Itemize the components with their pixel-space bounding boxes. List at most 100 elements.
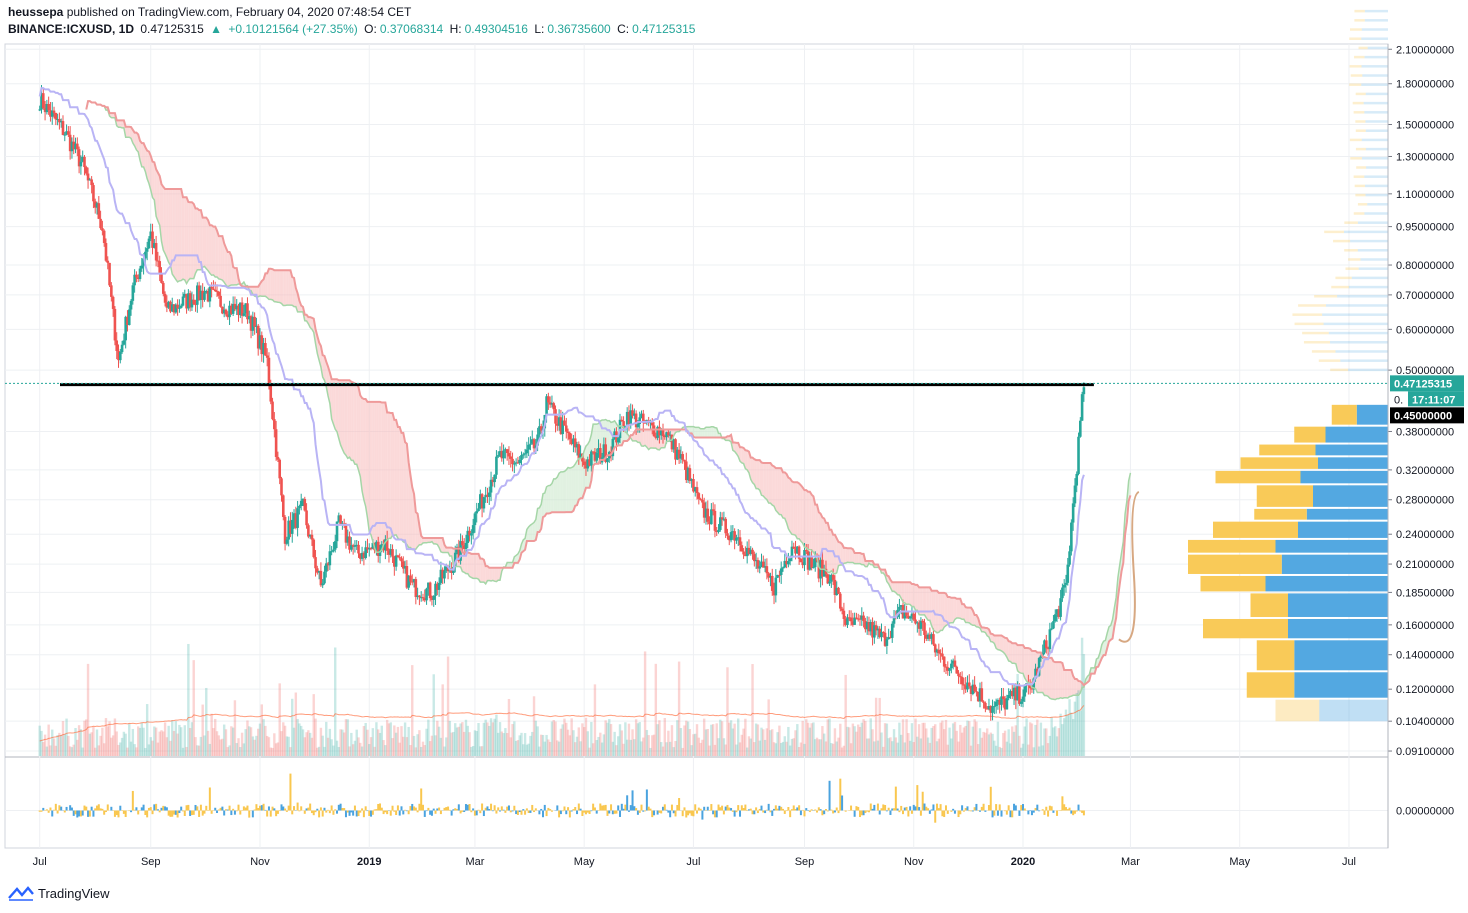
vp-upper-bar	[1361, 83, 1388, 86]
candle-body	[423, 598, 427, 601]
volume-bar	[539, 734, 543, 756]
volume-bar	[778, 725, 781, 756]
oscillator-bar	[699, 808, 702, 811]
oscillator-bar	[325, 810, 328, 813]
candle-body	[443, 570, 446, 579]
cloud-segment	[938, 592, 941, 633]
oscillator-bar	[133, 809, 136, 811]
volume-bar	[536, 726, 539, 756]
oscillator-bar	[40, 810, 43, 812]
cloud-segment	[507, 562, 509, 568]
volume-bar	[826, 719, 829, 756]
oscillator-bar	[445, 807, 448, 811]
candle-body	[350, 545, 353, 550]
oscillator-bar	[413, 806, 416, 811]
close-value: 0.47125315	[632, 22, 696, 36]
volume-bar	[1032, 747, 1035, 756]
candle-body	[921, 620, 924, 623]
volume-bar	[285, 736, 289, 756]
volume-bar	[932, 725, 935, 756]
oscillator-bar	[624, 804, 627, 811]
volume-bar	[939, 722, 942, 756]
oscillator-bar	[572, 809, 575, 811]
cloud-segment	[827, 522, 830, 573]
volume-bar	[731, 728, 735, 756]
cloud-segment	[440, 537, 443, 553]
volume-bar	[584, 717, 588, 756]
volume-bar	[452, 731, 455, 756]
candle-body	[389, 549, 393, 555]
volume-bar	[599, 732, 602, 756]
cloud-segment	[569, 467, 572, 513]
vp-up-bar	[1256, 485, 1313, 507]
oscillator-bar	[298, 810, 301, 812]
oscillator-bar	[545, 810, 548, 817]
oscillator-bar	[733, 810, 736, 817]
oscillator-bar	[407, 810, 410, 815]
volume-bar	[719, 719, 722, 756]
oscillator-bar	[776, 808, 779, 811]
oscillator-bar	[507, 805, 510, 811]
candle-body	[212, 288, 215, 290]
candle-body	[401, 561, 405, 569]
volume-bar	[529, 735, 532, 756]
candle-body	[462, 545, 466, 549]
volume-bar	[498, 722, 502, 756]
volume-bar	[744, 718, 747, 756]
vp-upper-bar	[1355, 147, 1366, 151]
candle-body	[437, 582, 441, 590]
oscillator-bar	[774, 805, 777, 811]
volume-bar	[905, 719, 908, 756]
vp-down-bar	[1294, 672, 1388, 698]
volume-bar	[763, 739, 767, 756]
cloud-segment	[397, 427, 400, 540]
oscillator-bar	[248, 810, 251, 818]
candle-body	[260, 335, 264, 355]
oscillator-bar	[966, 806, 969, 811]
cloud-segment	[1040, 652, 1043, 693]
oscillator-bar	[830, 809, 833, 811]
candle-body	[190, 299, 194, 308]
volume-bar	[298, 723, 301, 756]
volume-bar	[1000, 747, 1003, 756]
oscillator-bar	[893, 808, 896, 811]
vp-upper-bar	[1337, 295, 1388, 298]
candle-body	[144, 251, 147, 259]
candle-body	[97, 203, 101, 219]
candle-body	[204, 291, 208, 293]
oscillator-bar	[927, 808, 930, 811]
up-arrow-icon: ▲	[210, 22, 222, 36]
oscillator-bar	[1070, 810, 1073, 814]
oscillator-bar	[896, 808, 899, 811]
volume-bar	[534, 720, 538, 756]
footer[interactable]: TradingView	[8, 885, 110, 901]
oscillator-bar	[919, 810, 922, 816]
volume-bar	[769, 730, 772, 756]
candle-body	[172, 304, 176, 313]
candle-body	[290, 519, 294, 534]
cloud-segment	[854, 552, 857, 564]
cloud-segment	[1010, 641, 1013, 664]
candle-body	[1080, 394, 1084, 421]
volume-bar	[511, 724, 514, 756]
candle-body	[276, 456, 280, 460]
oscillator-bar	[581, 810, 584, 816]
volume-bar	[950, 738, 953, 756]
candle-body	[670, 434, 674, 450]
candle-body	[416, 595, 419, 598]
candle-body	[428, 582, 432, 599]
volume-bar	[423, 745, 426, 756]
candle-body	[316, 568, 319, 573]
candle-body	[767, 573, 770, 578]
candle-body	[776, 574, 779, 578]
vp-upper-bar	[1364, 19, 1388, 22]
vp-down-bar	[1356, 404, 1388, 425]
candle-body	[1061, 587, 1064, 599]
volume-bar	[172, 730, 176, 756]
candle-body	[335, 521, 339, 542]
cloud-segment	[571, 466, 574, 513]
cloud-segment	[700, 428, 703, 438]
cloud-segment	[193, 203, 196, 279]
cloud-segment	[424, 537, 427, 543]
